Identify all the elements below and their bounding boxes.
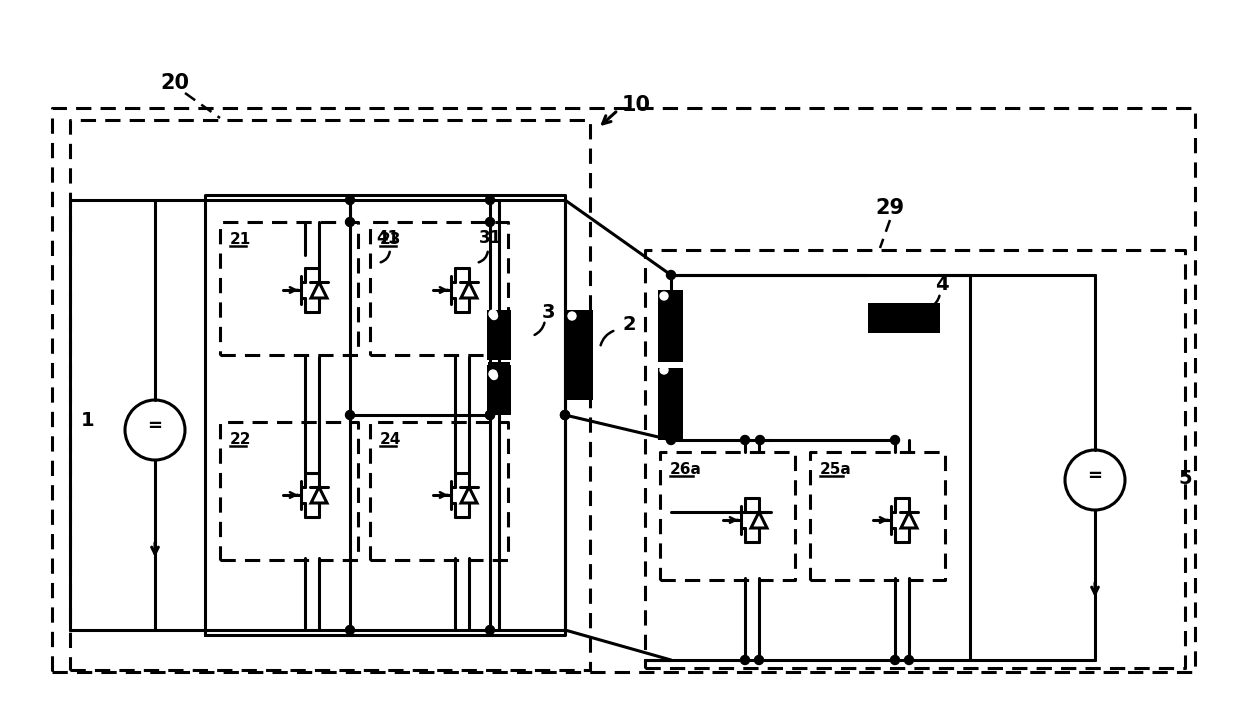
Text: 23: 23 bbox=[379, 232, 402, 247]
Text: 26a: 26a bbox=[670, 462, 702, 477]
Circle shape bbox=[740, 436, 749, 444]
Circle shape bbox=[667, 271, 676, 280]
Circle shape bbox=[491, 372, 497, 380]
Bar bbox=[868, 303, 940, 333]
Circle shape bbox=[486, 218, 495, 227]
FancyArrowPatch shape bbox=[534, 323, 544, 335]
Circle shape bbox=[491, 372, 497, 380]
Polygon shape bbox=[901, 512, 918, 528]
Text: 25a: 25a bbox=[820, 462, 852, 477]
Text: 2: 2 bbox=[622, 316, 636, 335]
Bar bbox=[658, 290, 683, 362]
Circle shape bbox=[667, 436, 676, 444]
Circle shape bbox=[754, 656, 764, 664]
Bar bbox=[658, 368, 683, 440]
Circle shape bbox=[904, 656, 914, 664]
FancyArrowPatch shape bbox=[381, 252, 389, 262]
Circle shape bbox=[346, 626, 355, 635]
Circle shape bbox=[346, 410, 355, 420]
Circle shape bbox=[890, 656, 899, 664]
Circle shape bbox=[755, 436, 765, 444]
Circle shape bbox=[560, 410, 569, 420]
Text: 41: 41 bbox=[377, 229, 399, 247]
Circle shape bbox=[491, 312, 497, 319]
Circle shape bbox=[660, 366, 668, 374]
Text: 21: 21 bbox=[229, 232, 252, 247]
Circle shape bbox=[486, 410, 495, 420]
Text: 3: 3 bbox=[542, 303, 556, 322]
Text: 5: 5 bbox=[1178, 468, 1192, 487]
FancyArrowPatch shape bbox=[600, 331, 614, 346]
Circle shape bbox=[491, 312, 497, 319]
Circle shape bbox=[660, 292, 668, 300]
Circle shape bbox=[740, 656, 749, 664]
Bar bbox=[487, 365, 511, 415]
Text: 4: 4 bbox=[935, 275, 949, 295]
Circle shape bbox=[486, 195, 495, 205]
Polygon shape bbox=[461, 487, 477, 503]
Circle shape bbox=[568, 312, 577, 320]
Text: =: = bbox=[148, 417, 162, 435]
Text: 22: 22 bbox=[229, 432, 252, 447]
Circle shape bbox=[489, 310, 497, 318]
FancyArrowPatch shape bbox=[930, 295, 940, 307]
Bar bbox=[489, 310, 510, 356]
Circle shape bbox=[346, 218, 355, 227]
Polygon shape bbox=[311, 282, 327, 298]
FancyArrowPatch shape bbox=[479, 252, 487, 262]
Circle shape bbox=[890, 436, 899, 444]
Polygon shape bbox=[461, 282, 477, 298]
Bar bbox=[565, 310, 593, 400]
Circle shape bbox=[346, 195, 355, 205]
Circle shape bbox=[486, 410, 495, 420]
Text: 31: 31 bbox=[479, 229, 501, 247]
Text: 1: 1 bbox=[81, 410, 94, 430]
Text: 24: 24 bbox=[379, 432, 402, 447]
Text: 29: 29 bbox=[875, 198, 904, 218]
Circle shape bbox=[489, 370, 497, 378]
Bar bbox=[489, 362, 510, 408]
Polygon shape bbox=[751, 512, 768, 528]
Circle shape bbox=[486, 626, 495, 635]
Bar bbox=[487, 310, 511, 360]
Text: 10: 10 bbox=[622, 95, 651, 115]
Circle shape bbox=[560, 410, 569, 420]
Polygon shape bbox=[311, 487, 327, 503]
Text: =: = bbox=[1087, 467, 1102, 485]
Text: 20: 20 bbox=[160, 73, 190, 93]
